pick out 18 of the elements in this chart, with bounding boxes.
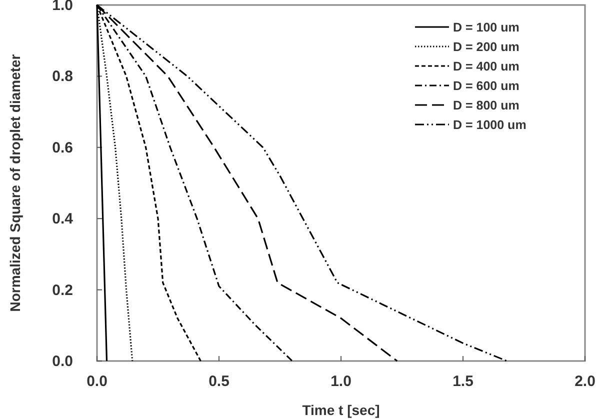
- legend-label: D = 600 um: [453, 79, 520, 93]
- legend-label: D = 1000 um: [453, 118, 526, 132]
- x-tick-label: 1.5: [452, 373, 474, 390]
- y-tick-label: 0.8: [52, 68, 73, 86]
- y-tick-label: 0.0: [52, 353, 73, 370]
- y-tick-label: 0.4: [52, 210, 74, 228]
- x-tick-label: 0.0: [86, 373, 108, 390]
- legend-label: D = 200 um: [453, 40, 520, 54]
- x-tick-label: 1.0: [330, 373, 352, 390]
- x-tick-label: 0.5: [208, 373, 230, 390]
- x-axis-title: Time t [sec]: [302, 402, 380, 418]
- legend-label: D = 800 um: [453, 98, 520, 112]
- y-tick-label: 0.6: [52, 139, 73, 156]
- legend-label: D = 100 um: [453, 20, 520, 34]
- y-tick-label: 0.2: [52, 282, 73, 299]
- x-tick-label: 2.0: [574, 373, 596, 390]
- y-axis-title: Normalized Square of droplet diameter: [7, 54, 23, 312]
- legend-label: D = 400 um: [453, 60, 520, 74]
